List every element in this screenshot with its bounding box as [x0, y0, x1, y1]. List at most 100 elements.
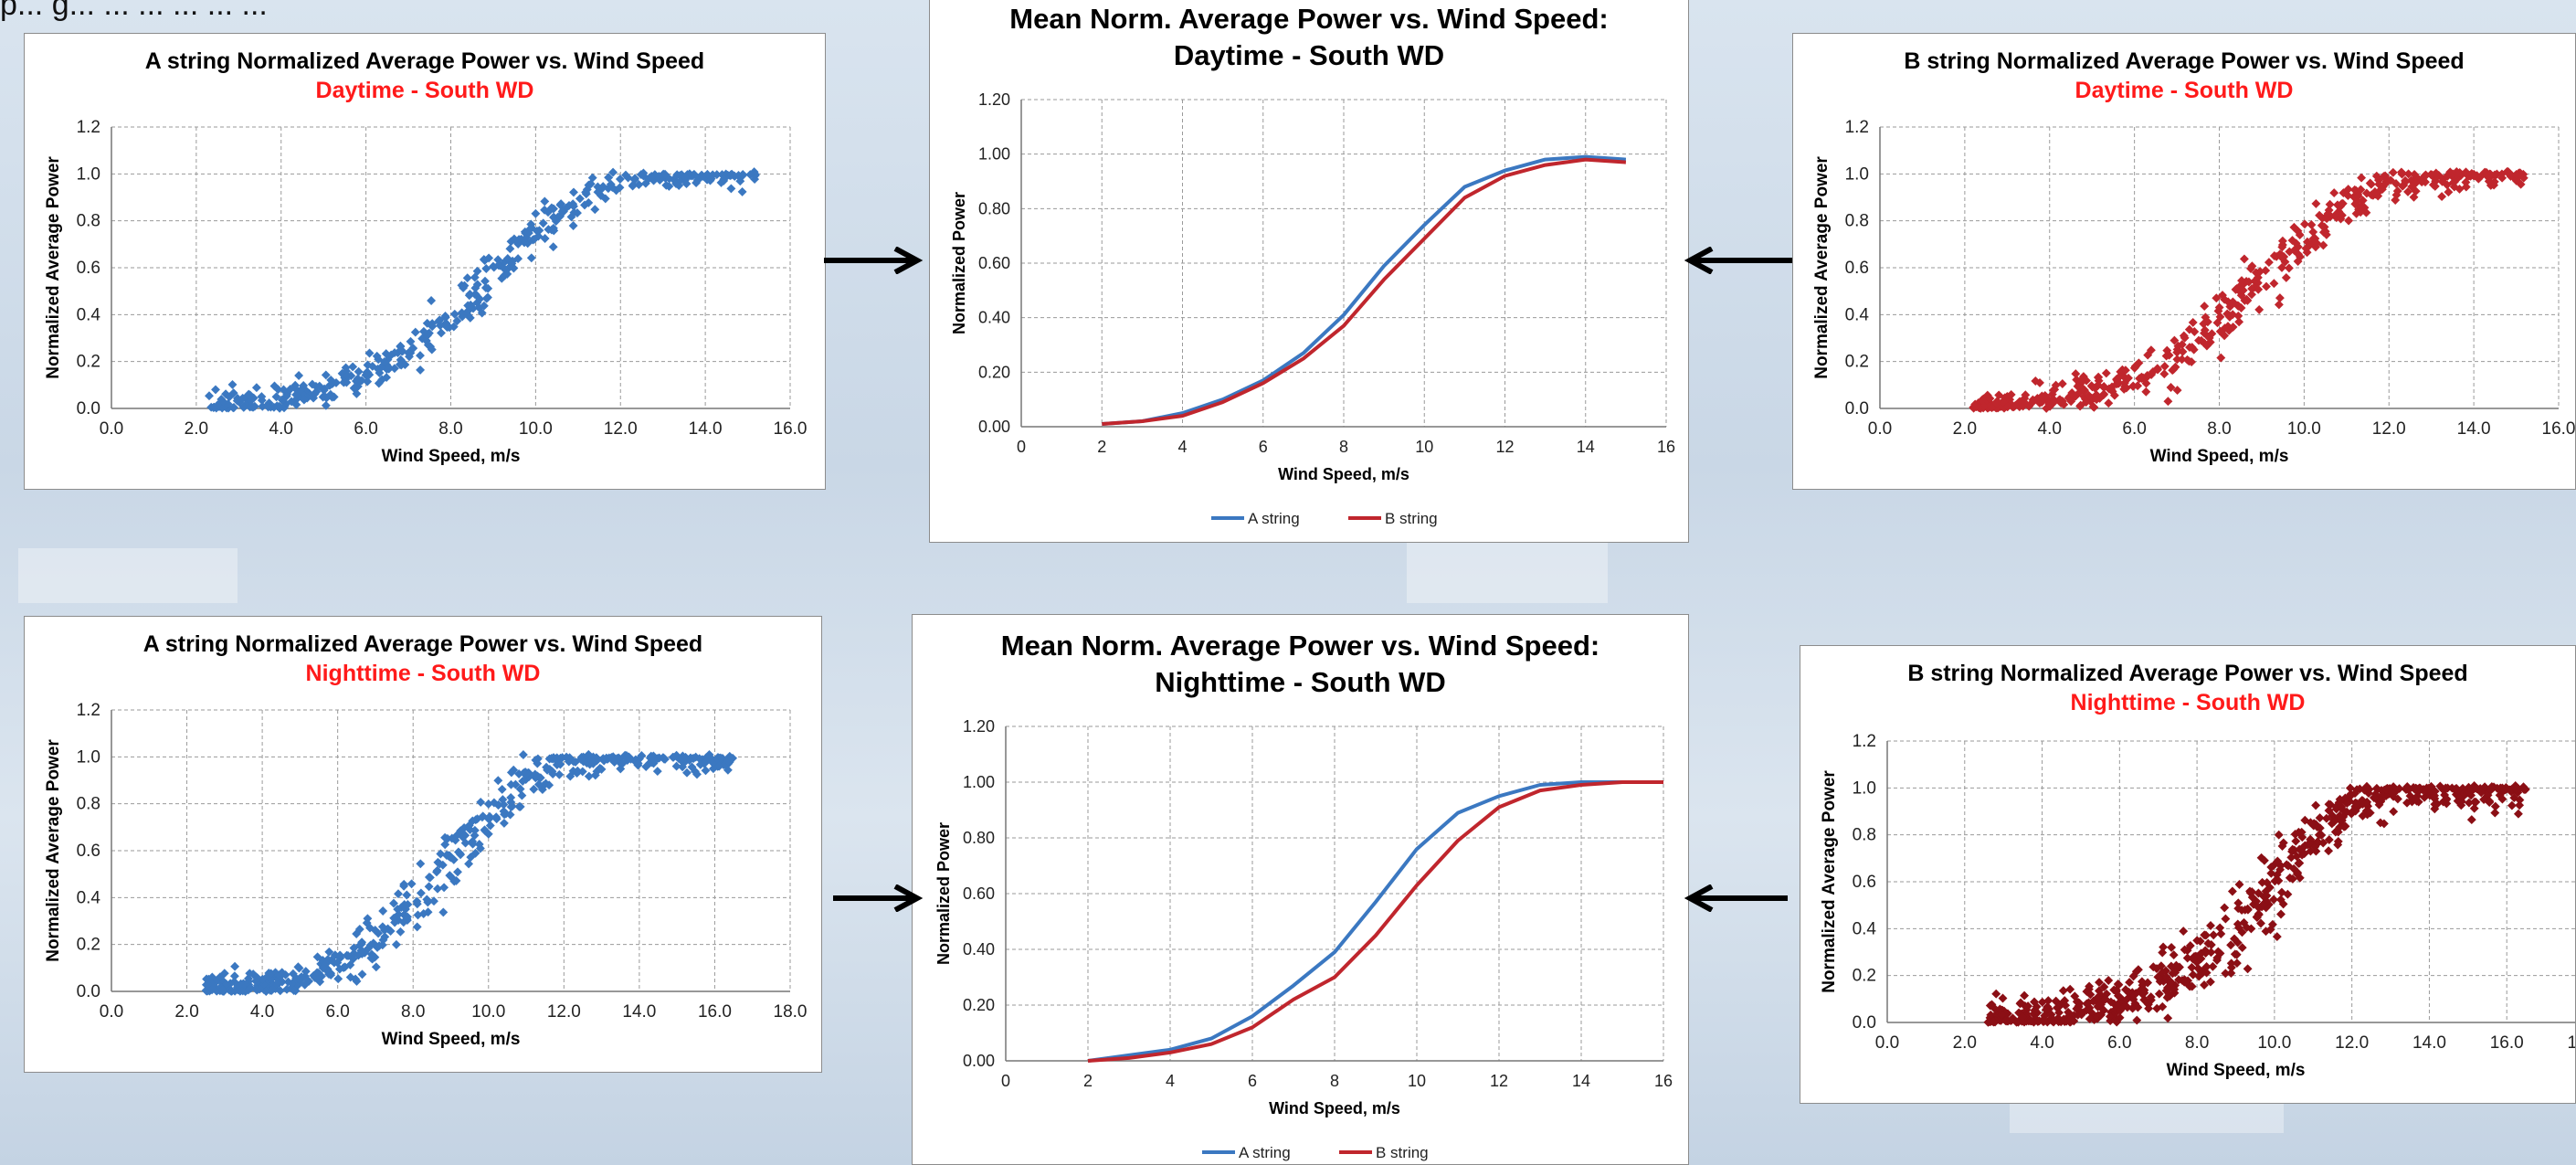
y-tick-label: 1.00	[978, 145, 1010, 164]
left-arrow-icon	[1684, 247, 1792, 274]
scatter-point	[493, 800, 503, 810]
y-tick-label: 0.00	[963, 1052, 995, 1070]
scatter-point	[334, 964, 344, 974]
scatter-point	[275, 403, 285, 413]
chart-subtitle: Nighttime - South WD	[2070, 690, 2306, 715]
scatter-point	[729, 171, 739, 181]
scatter-point	[390, 348, 399, 358]
scatter-point	[2330, 210, 2339, 220]
scatter-point	[2311, 800, 2321, 810]
y-tick-label: 1.0	[77, 164, 100, 184]
scatter-point	[321, 400, 331, 410]
scatter-point	[408, 344, 418, 354]
scatter-point	[2140, 995, 2150, 1005]
scatter-point	[357, 969, 367, 980]
scatter-point	[562, 752, 572, 762]
scatter-point	[464, 291, 474, 301]
chart-title: B string Normalized Average Power vs. Wi…	[1907, 661, 2468, 686]
scatter-point	[349, 943, 359, 953]
scatter-point	[291, 390, 301, 399]
scatter-point	[416, 888, 426, 898]
x-tick-label: 0.0	[1875, 1033, 1899, 1053]
scatter-point	[505, 810, 515, 820]
y-tick-label: 0.40	[978, 309, 1010, 327]
scatter-point	[2256, 918, 2265, 928]
x-tick-label: 14.0	[689, 419, 723, 439]
series-line-a-string	[1102, 154, 1627, 426]
scatter-point	[571, 757, 580, 767]
scatter-point	[621, 170, 630, 180]
scatter-point	[529, 784, 539, 794]
scatter-point	[1998, 993, 2008, 1003]
scatter-point	[719, 175, 729, 185]
scatter-point	[499, 806, 509, 816]
scatter-point	[283, 977, 293, 987]
chart-title: Mean Norm. Average Power vs. Wind Speed:	[1009, 3, 1609, 35]
scatter-point	[217, 985, 227, 995]
scatter-point	[500, 270, 510, 281]
line-chart-svg: 0 2 4 6 8 10 12 14 16 0.00 0.20 0.40 0.60 0.80 1.00 1.2…	[934, 717, 1673, 1161]
y-tick-label: 0.40	[963, 940, 995, 958]
x-tick-label: 6.0	[325, 1002, 349, 1022]
scatter-point	[2213, 947, 2223, 957]
scatter-point	[326, 375, 336, 385]
scatter-point	[357, 946, 367, 956]
legend-label: B string	[1376, 1144, 1429, 1161]
scatter-point	[2275, 293, 2285, 303]
scatter-point	[682, 768, 692, 778]
y-tick-label: 0.2	[1845, 353, 1869, 372]
scatter-point	[639, 171, 649, 181]
scatter-point	[429, 896, 438, 906]
scatter-point	[615, 183, 625, 193]
scatter-point	[2237, 927, 2247, 937]
scatter-point	[422, 895, 432, 905]
scatter-point	[2215, 923, 2225, 933]
scatter-point	[277, 969, 287, 980]
scatter-point	[2104, 398, 2114, 408]
scatter-point	[402, 890, 412, 900]
scatter-point	[279, 385, 289, 395]
chart-panel-bottom-left: A string Normalized Average Power vs. Wi…	[24, 616, 822, 1073]
y-axis-label: Normalized Average Power	[1820, 770, 1839, 993]
scatter-point	[702, 169, 713, 179]
scatter-point	[641, 762, 651, 772]
scatter-point	[307, 379, 317, 389]
scatter-point	[2465, 788, 2474, 798]
left-arrow-icon	[1684, 884, 1788, 912]
series-line-b-string	[1087, 780, 1663, 1063]
scatter-point	[406, 879, 417, 889]
scatter-point	[456, 850, 466, 860]
scatter-point	[575, 194, 585, 204]
scatter-point	[389, 898, 398, 908]
scatter-point	[532, 226, 542, 236]
scatter-point	[558, 207, 568, 217]
scatter-point	[2095, 978, 2104, 988]
scatter-point	[2247, 290, 2256, 300]
scatter-point	[343, 371, 353, 381]
scatter-point	[2357, 173, 2367, 183]
scatter-point	[2277, 842, 2287, 851]
chart-title: A string Normalized Average Power vs. Wi…	[143, 631, 703, 657]
scatter-point	[2221, 914, 2231, 924]
y-tick-label: 0.80	[978, 199, 1010, 217]
y-tick-label: 1.0	[77, 747, 100, 767]
scatter-point	[2101, 368, 2111, 378]
scatter-point	[342, 377, 352, 387]
scatter-point	[2444, 187, 2454, 197]
scatter-chart-svg: 0.0 2.0 4.0 6.0 8.0 10.0 12.0 14.0 16.0 18.0 0.0 0.…	[44, 701, 807, 1049]
scatter-point	[437, 328, 446, 338]
scatter-point	[266, 969, 276, 979]
scatter-point	[348, 362, 358, 372]
scatter-point	[228, 388, 238, 398]
scatter-point	[470, 290, 480, 300]
scatter-point	[2344, 216, 2354, 226]
y-tick-label: 1.0	[1845, 164, 1869, 184]
scatter-point	[580, 200, 589, 210]
scatter-point	[506, 792, 516, 802]
scatter-point	[2379, 172, 2389, 182]
scatter-point	[593, 187, 603, 197]
x-tick-label: 16.0	[698, 1002, 732, 1022]
x-tick-label: 18.0	[2568, 1033, 2575, 1053]
scatter-point	[227, 986, 237, 996]
scatter-point	[2233, 898, 2243, 908]
